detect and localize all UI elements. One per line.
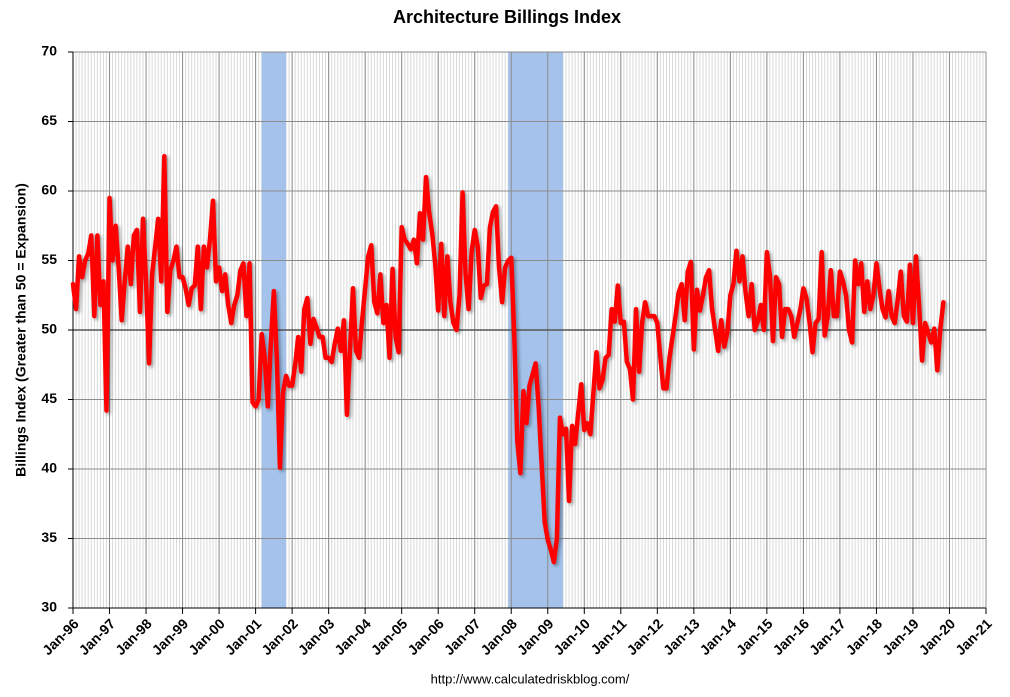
chart-title: Architecture Billings Index xyxy=(393,7,621,27)
y-tick-label: 30 xyxy=(41,599,57,615)
y-tick-label: 45 xyxy=(41,390,57,406)
y-tick-label: 70 xyxy=(41,43,57,59)
y-tick-label: 65 xyxy=(41,112,57,128)
y-tick-label: 35 xyxy=(41,529,57,545)
y-tick-label: 40 xyxy=(41,460,57,476)
data-line xyxy=(70,154,946,565)
y-tick-label: 60 xyxy=(41,182,57,198)
y-tick-label: 55 xyxy=(41,251,57,267)
y-axis-title: Billings Index (Greater than 50 = Expans… xyxy=(13,183,29,477)
y-tick-label: 50 xyxy=(41,321,57,337)
source: http://www.calculatedriskblog.com/ xyxy=(431,671,630,686)
